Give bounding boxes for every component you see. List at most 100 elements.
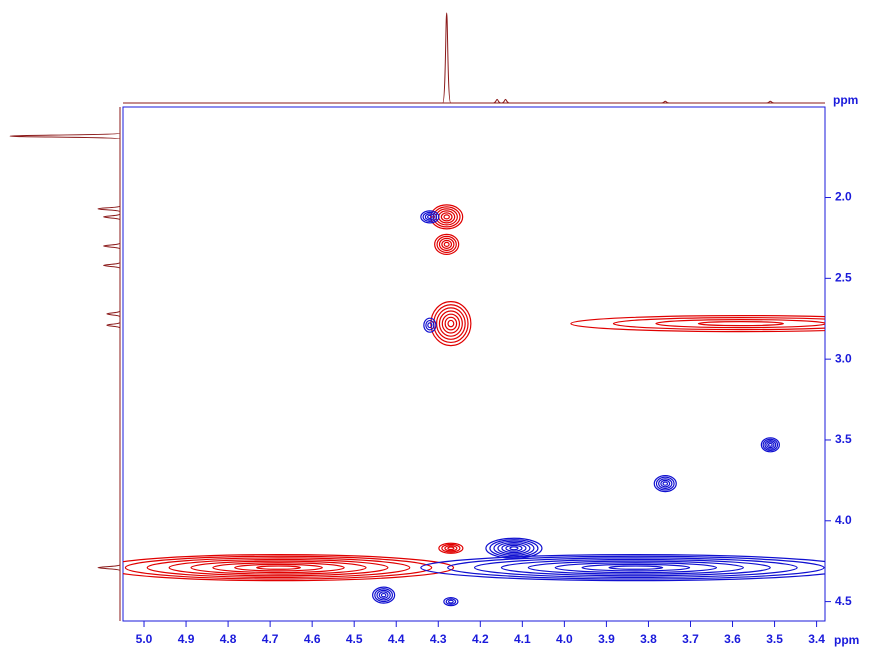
x-tick-label: 3.6: [724, 632, 741, 646]
contour-area: [123, 204, 825, 607]
positive-peak: [434, 233, 460, 255]
top-projection-peak: [661, 100, 670, 104]
left-projection-peak: [106, 321, 121, 329]
contour-line: [500, 558, 771, 577]
positive-peak: [438, 542, 464, 554]
x-tick-label: 5.0: [136, 632, 153, 646]
contour-line: [447, 599, 454, 604]
contour-line: [697, 320, 785, 327]
contour-line: [655, 318, 825, 329]
contour-line: [485, 537, 543, 559]
contour-line: [435, 307, 466, 340]
left-projection-peak: [106, 310, 121, 318]
top-projection-peak: [493, 98, 502, 104]
contour-line: [438, 542, 464, 554]
contour-line: [372, 586, 396, 604]
contour-line: [764, 440, 777, 450]
contour-line: [581, 563, 691, 572]
top-projection-peak: [501, 98, 510, 104]
contour-line: [123, 554, 455, 582]
contour-line: [443, 241, 450, 247]
contour-line: [443, 597, 459, 607]
negative-peak: [653, 475, 677, 493]
contour-line: [655, 476, 675, 491]
contour-line: [422, 211, 438, 223]
contour-line: [444, 545, 458, 552]
negative-peak: [372, 586, 396, 604]
negative-peak: [485, 537, 543, 559]
positive-peak: [123, 554, 455, 582]
contour-line: [424, 213, 435, 221]
x-tick-label: 3.4: [808, 632, 825, 646]
contour-line: [425, 319, 435, 331]
x-tick-label: 3.5: [766, 632, 783, 646]
left-projection-peak: [97, 205, 121, 213]
contour-line: [444, 316, 458, 331]
contour-line: [762, 438, 779, 452]
left-projection-peak: [102, 242, 121, 250]
contour-line: [435, 208, 458, 226]
contour-line: [473, 557, 798, 579]
contour-line: [430, 204, 464, 230]
x-tick-label: 4.7: [262, 632, 279, 646]
x-tick-label: 4.4: [388, 632, 405, 646]
contour-line: [234, 563, 323, 572]
contour-line: [434, 233, 460, 255]
contour-line: [423, 317, 437, 333]
x-axis-label: ppm: [834, 633, 859, 647]
y-tick-label: 4.5: [835, 594, 852, 608]
negative-peak: [420, 210, 440, 224]
contour-line: [438, 237, 455, 251]
y-tick-label: 4.0: [835, 513, 852, 527]
contour-line: [554, 562, 718, 574]
contour-line: [509, 546, 519, 551]
plot-frame: [122, 106, 826, 622]
contour-line: [447, 546, 455, 551]
x-tick-label: 4.2: [472, 632, 489, 646]
contour-line: [124, 555, 433, 580]
contour-line: [447, 555, 825, 580]
left-projection-peak: [102, 213, 121, 221]
y-tick-label: 3.0: [835, 351, 852, 365]
contour-line: [438, 310, 463, 337]
negative-peak: [420, 554, 825, 582]
x-tick-label: 4.9: [178, 632, 195, 646]
contour-line: [440, 212, 453, 222]
positive-peak: [570, 314, 825, 333]
contour-line: [441, 543, 461, 553]
left-projection-peak: [102, 261, 121, 269]
x-tick-label: 3.8: [640, 632, 657, 646]
contour-line: [374, 588, 394, 603]
contour-line: [427, 322, 433, 329]
contour-line: [445, 598, 457, 605]
contour-line: [420, 210, 440, 224]
contour-line: [168, 558, 389, 577]
contour-line: [760, 437, 780, 453]
contour-line: [767, 442, 773, 447]
contour-line: [420, 554, 825, 582]
contour-line: [660, 479, 671, 488]
negative-peak: [760, 437, 780, 453]
contour-line: [447, 319, 455, 328]
x-tick-label: 4.5: [346, 632, 363, 646]
contour-line: [436, 235, 457, 253]
contour-line: [378, 591, 389, 599]
x-tick-label: 4.8: [220, 632, 237, 646]
positive-peak: [430, 300, 472, 347]
contour-line: [212, 562, 345, 574]
y-tick-label: 2.0: [835, 190, 852, 204]
contour-line: [376, 589, 391, 601]
contour-line: [501, 543, 527, 554]
contour-line: [527, 560, 744, 575]
contour-line: [190, 560, 367, 575]
contour-line: [256, 565, 302, 570]
contour-line: [443, 214, 450, 220]
contour-line: [432, 206, 461, 228]
left-projection-peak: [9, 132, 121, 140]
y-tick-label: 3.5: [835, 432, 852, 446]
contour-line: [441, 313, 461, 334]
contour-line: [658, 478, 673, 490]
top-projection-peak: [442, 12, 452, 104]
x-tick-label: 4.3: [430, 632, 447, 646]
